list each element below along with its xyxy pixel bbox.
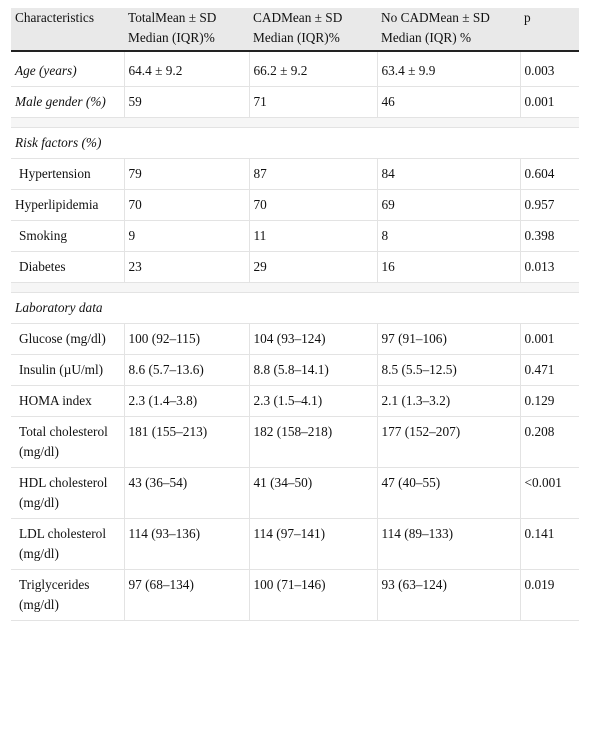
header-characteristics: Characteristics (11, 8, 124, 52)
table-row-male-gender: Male gender (%) 59 71 46 0.001 (11, 86, 579, 118)
cell-cad: 182 (158–218) (249, 416, 378, 468)
row-label: Glucose (mg/dl) (11, 323, 125, 355)
table-row-hyperlipidemia: Hyperlipidemia 70 70 69 0.957 (11, 189, 579, 221)
table-row-hypertension: Hypertension 79 87 84 0.604 (11, 158, 579, 190)
table-row-triglycerides: Triglycerides (mg/dl) 97 (68–134) 100 (7… (11, 569, 579, 621)
section-heading: Risk factors (%) (11, 127, 579, 159)
row-label: Diabetes (11, 251, 125, 283)
header-row: Characteristics TotalMean ± SD Median (I… (11, 8, 579, 52)
cell-cad: 29 (249, 251, 378, 283)
cell-total: 43 (36–54) (124, 467, 250, 519)
cell-no-cad: 8.5 (5.5–12.5) (377, 354, 521, 386)
cell-cad: 41 (34–50) (249, 467, 378, 519)
cell-cad: 8.8 (5.8–14.1) (249, 354, 378, 386)
header-p: p (520, 8, 579, 52)
cell-total: 23 (124, 251, 250, 283)
header-no-cad: No CADMean ± SD Median (IQR) % (377, 8, 520, 52)
row-label: Smoking (11, 220, 125, 252)
section-spacer (11, 117, 579, 128)
cell-total: 114 (93–136) (124, 518, 250, 570)
table-row-glucose: Glucose (mg/dl) 100 (92–115) 104 (93–124… (11, 323, 579, 355)
cell-total: 8.6 (5.7–13.6) (124, 354, 250, 386)
cell-no-cad: 93 (63–124) (377, 569, 521, 621)
cell-p: 0.001 (520, 323, 579, 355)
table-row-diabetes: Diabetes 23 29 16 0.013 (11, 251, 579, 283)
cell-p: 0.019 (520, 569, 579, 621)
cell-cad: 66.2 ± 9.2 (249, 51, 378, 87)
cell-p: 0.129 (520, 385, 579, 417)
cell-p: <0.001 (520, 467, 579, 519)
cell-total: 70 (124, 189, 250, 221)
cell-total: 9 (124, 220, 250, 252)
row-label: Triglycerides (mg/dl) (11, 569, 125, 621)
cell-p: 0.604 (520, 158, 579, 190)
cell-cad: 71 (249, 86, 378, 118)
cell-p: 0.398 (520, 220, 579, 252)
table-row-ldl-cholesterol: LDL cholesterol (mg/dl) 114 (93–136) 114… (11, 518, 579, 570)
cell-cad: 11 (249, 220, 378, 252)
row-label: HOMA index (11, 385, 125, 417)
cell-no-cad: 8 (377, 220, 521, 252)
table-row-total-cholesterol: Total cholesterol (mg/dl) 181 (155–213) … (11, 416, 579, 468)
cell-p: 0.003 (520, 51, 579, 87)
cell-no-cad: 16 (377, 251, 521, 283)
section-risk-factors: Risk factors (%) (11, 127, 579, 159)
cell-p: 0.141 (520, 518, 579, 570)
table-header: Characteristics TotalMean ± SD Median (I… (11, 8, 579, 52)
cell-cad: 2.3 (1.5–4.1) (249, 385, 378, 417)
cell-cad: 87 (249, 158, 378, 190)
cell-no-cad: 114 (89–133) (377, 518, 521, 570)
cell-no-cad: 2.1 (1.3–3.2) (377, 385, 521, 417)
row-label: HDL cholesterol (mg/dl) (11, 467, 125, 519)
header-cad: CADMean ± SD Median (IQR)% (249, 8, 377, 52)
section-spacer (11, 282, 579, 293)
row-label: Hyperlipidemia (11, 189, 125, 221)
cell-total: 79 (124, 158, 250, 190)
row-label: Age (years) (11, 51, 125, 87)
cell-no-cad: 46 (377, 86, 521, 118)
table-row-age: Age (years) 64.4 ± 9.2 66.2 ± 9.2 63.4 ±… (11, 51, 579, 87)
cell-no-cad: 69 (377, 189, 521, 221)
cell-p: 0.208 (520, 416, 579, 468)
characteristics-table: Characteristics TotalMean ± SD Median (I… (11, 8, 579, 621)
cell-no-cad: 63.4 ± 9.9 (377, 51, 521, 87)
row-label: Male gender (%) (11, 86, 125, 118)
cell-p: 0.001 (520, 86, 579, 118)
cell-cad: 104 (93–124) (249, 323, 378, 355)
cell-no-cad: 97 (91–106) (377, 323, 521, 355)
cell-p: 0.013 (520, 251, 579, 283)
table-row-hdl-cholesterol: HDL cholesterol (mg/dl) 43 (36–54) 41 (3… (11, 467, 579, 519)
cell-no-cad: 47 (40–55) (377, 467, 521, 519)
table-row-homa-index: HOMA index 2.3 (1.4–3.8) 2.3 (1.5–4.1) 2… (11, 385, 579, 417)
cell-total: 97 (68–134) (124, 569, 250, 621)
cell-p: 0.957 (520, 189, 579, 221)
header-total: TotalMean ± SD Median (IQR)% (124, 8, 249, 52)
cell-total: 100 (92–115) (124, 323, 250, 355)
cell-total: 59 (124, 86, 250, 118)
cell-cad: 70 (249, 189, 378, 221)
cell-no-cad: 177 (152–207) (377, 416, 521, 468)
cell-cad: 100 (71–146) (249, 569, 378, 621)
table-body: Age (years) 64.4 ± 9.2 66.2 ± 9.2 63.4 ±… (11, 51, 579, 621)
row-label: Insulin (µU/ml) (11, 354, 125, 386)
cell-total: 64.4 ± 9.2 (124, 51, 250, 87)
section-laboratory-data: Laboratory data (11, 292, 579, 324)
row-label: LDL cholesterol (mg/dl) (11, 518, 125, 570)
cell-no-cad: 84 (377, 158, 521, 190)
cell-cad: 114 (97–141) (249, 518, 378, 570)
section-heading: Laboratory data (11, 292, 579, 324)
table-row-insulin: Insulin (µU/ml) 8.6 (5.7–13.6) 8.8 (5.8–… (11, 354, 579, 386)
cell-total: 2.3 (1.4–3.8) (124, 385, 250, 417)
cell-total: 181 (155–213) (124, 416, 250, 468)
table-row-smoking: Smoking 9 11 8 0.398 (11, 220, 579, 252)
cell-p: 0.471 (520, 354, 579, 386)
row-label: Total cholesterol (mg/dl) (11, 416, 125, 468)
row-label: Hypertension (11, 158, 125, 190)
